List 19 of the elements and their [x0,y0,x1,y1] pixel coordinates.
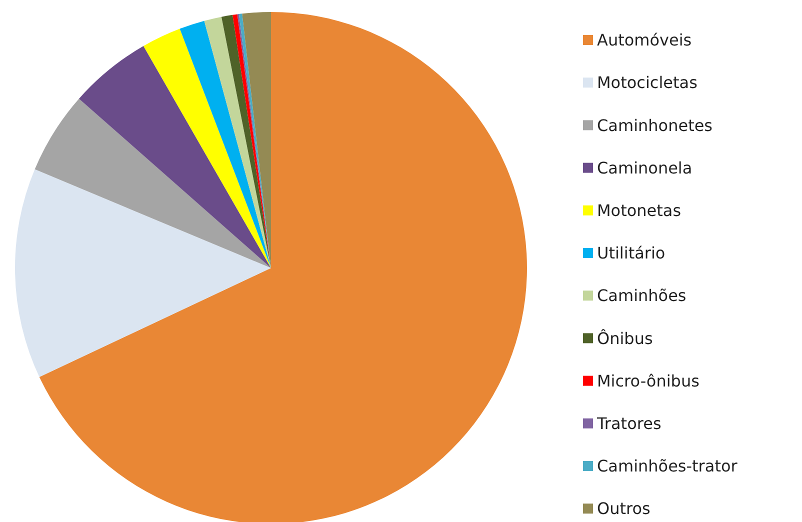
pie-slice [204,16,271,268]
legend-label: Utilitário [597,244,666,263]
pie-slice [34,98,271,268]
pie-slice [143,28,271,268]
legend-label: Outros [597,499,650,518]
legend-label: Caminonela [597,158,692,178]
legend-label: Caminhonetes [597,116,713,135]
legend-label: Caminhões [597,286,686,306]
legend-label: Caminhões-trator [597,456,738,476]
legend-label: Ônibus [597,328,653,348]
pie-slice [180,20,271,268]
legend-label: Motocicletas [597,73,698,92]
pie-slice [78,46,271,268]
legend-label: Motonetas [597,201,682,220]
pie-slice [39,12,527,522]
legend-label: Automóveis [597,30,692,50]
legend-label: Tratores [596,414,662,433]
legend-label: Micro-ônibus [597,371,700,390]
pie-slice [15,169,271,377]
